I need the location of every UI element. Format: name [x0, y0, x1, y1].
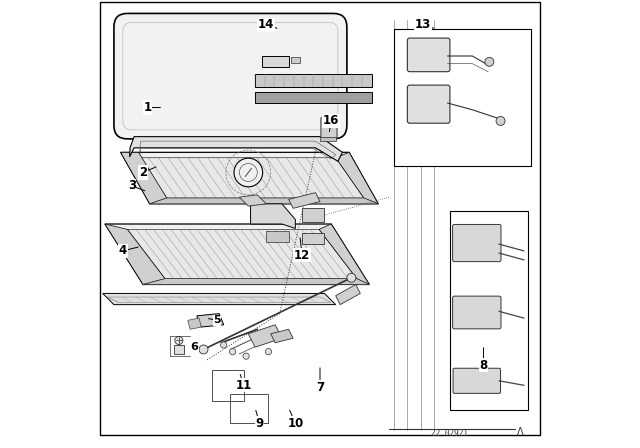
FancyBboxPatch shape — [321, 117, 337, 138]
Polygon shape — [121, 152, 378, 204]
Polygon shape — [130, 137, 342, 161]
Polygon shape — [271, 329, 293, 343]
Polygon shape — [255, 74, 371, 87]
Bar — [174, 345, 184, 354]
Text: 8: 8 — [479, 358, 488, 372]
Polygon shape — [105, 224, 165, 284]
Polygon shape — [291, 57, 300, 63]
Polygon shape — [143, 279, 369, 284]
Text: 12: 12 — [294, 249, 310, 262]
Text: 9: 9 — [255, 417, 264, 430]
Polygon shape — [255, 92, 371, 103]
FancyBboxPatch shape — [407, 38, 450, 72]
FancyBboxPatch shape — [114, 13, 347, 139]
Polygon shape — [150, 198, 378, 204]
Text: 5: 5 — [213, 315, 221, 325]
Polygon shape — [251, 204, 296, 228]
Text: 22 02921: 22 02921 — [431, 429, 468, 438]
Polygon shape — [302, 233, 324, 244]
Circle shape — [496, 116, 505, 125]
Circle shape — [243, 353, 249, 359]
Circle shape — [230, 349, 236, 355]
Polygon shape — [319, 224, 369, 284]
Polygon shape — [336, 152, 378, 204]
Polygon shape — [336, 284, 360, 305]
Polygon shape — [121, 152, 167, 204]
Polygon shape — [320, 137, 336, 141]
Polygon shape — [302, 208, 324, 222]
Text: 3: 3 — [128, 179, 136, 193]
Polygon shape — [139, 158, 364, 198]
Text: 6: 6 — [191, 342, 198, 352]
Text: 14: 14 — [258, 18, 275, 31]
Text: 2: 2 — [139, 166, 147, 179]
Text: 10: 10 — [287, 417, 303, 430]
Text: 4: 4 — [119, 244, 127, 258]
Circle shape — [221, 342, 227, 348]
Circle shape — [175, 336, 183, 345]
Polygon shape — [248, 325, 282, 347]
Polygon shape — [127, 229, 356, 279]
Bar — [450, 211, 529, 410]
FancyBboxPatch shape — [407, 85, 450, 123]
Polygon shape — [105, 224, 369, 284]
Polygon shape — [239, 195, 266, 206]
Text: 11: 11 — [236, 379, 252, 392]
Polygon shape — [197, 314, 224, 327]
Circle shape — [266, 349, 271, 355]
Text: 1: 1 — [143, 101, 152, 114]
Text: Λ: Λ — [517, 427, 524, 437]
Circle shape — [199, 345, 208, 354]
Circle shape — [347, 273, 356, 282]
Bar — [212, 370, 244, 401]
FancyBboxPatch shape — [453, 368, 500, 393]
Bar — [230, 394, 269, 423]
Polygon shape — [262, 56, 289, 67]
Polygon shape — [188, 318, 202, 329]
Text: 7: 7 — [316, 381, 324, 394]
Circle shape — [485, 57, 494, 66]
Polygon shape — [266, 231, 289, 242]
Polygon shape — [103, 293, 336, 305]
Bar — [394, 29, 531, 166]
Text: 13: 13 — [415, 18, 431, 31]
FancyBboxPatch shape — [452, 224, 501, 262]
Text: 16: 16 — [323, 114, 339, 128]
Circle shape — [234, 158, 262, 187]
FancyBboxPatch shape — [452, 296, 501, 329]
Polygon shape — [289, 193, 320, 208]
